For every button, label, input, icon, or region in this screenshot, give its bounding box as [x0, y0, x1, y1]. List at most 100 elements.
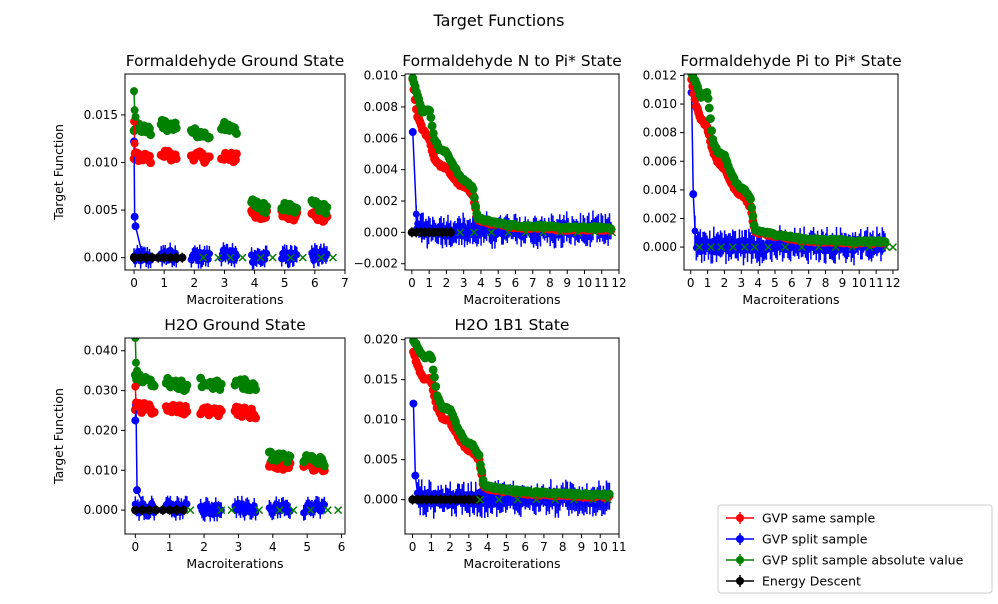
x-marker — [532, 495, 541, 504]
point-same — [145, 151, 154, 161]
point-abs — [604, 489, 614, 499]
point-abs — [427, 354, 437, 364]
point-abs — [703, 94, 713, 103]
point-abs — [130, 87, 139, 96]
x-marker — [588, 495, 597, 504]
plot-area — [687, 74, 897, 266]
point-split — [409, 399, 418, 408]
panel-title: H2O 1B1 State — [455, 316, 570, 334]
legend-label: GVP split sample absolute value — [762, 553, 964, 568]
y-tick-label: 0.010 — [84, 463, 118, 477]
y-tick-label: 0.020 — [84, 423, 118, 437]
legend-entry: GVP split sample absolute value — [726, 553, 964, 568]
x-tick-label: 0 — [409, 540, 417, 554]
x-tick-label: 12 — [611, 276, 626, 290]
point-abs — [319, 461, 329, 471]
point-abs — [232, 129, 241, 138]
x-marker — [717, 243, 726, 252]
x-marker — [608, 228, 617, 237]
x-marker — [255, 506, 264, 515]
x-marker — [323, 506, 332, 515]
point-same — [131, 148, 140, 157]
x-marker — [590, 228, 599, 237]
point-same — [216, 406, 226, 416]
x-tick-label: 5 — [771, 276, 779, 290]
panel-title: Formaldehyde N to Pi* State — [402, 52, 622, 70]
x-marker — [268, 253, 277, 262]
point-energy — [135, 253, 145, 262]
point-split — [133, 486, 142, 495]
point-abs — [747, 203, 757, 213]
point-abs — [748, 211, 758, 221]
figure-suptitle: Target Functions — [433, 11, 565, 30]
x-tick-label: 6 — [521, 540, 529, 554]
x-tick-label: 8 — [559, 540, 567, 554]
y-tick-label: 0.005 — [84, 203, 118, 217]
x-marker — [603, 495, 612, 504]
point-abs — [285, 452, 295, 461]
y-tick-label: 0.002 — [643, 211, 677, 225]
x-marker — [539, 228, 548, 237]
point-energy — [172, 253, 181, 262]
x-tick-label: 3 — [737, 276, 745, 290]
x-tick-label: 4 — [251, 276, 259, 290]
x-tick-label: 7 — [529, 276, 537, 290]
x-marker — [298, 253, 307, 262]
x-axis-label: Macroiterations — [463, 556, 560, 571]
point-abs — [130, 106, 139, 115]
x-tick-label: 9 — [839, 276, 847, 290]
legend-label: Energy Descent — [762, 574, 861, 589]
x-marker — [888, 243, 897, 252]
point-energy — [159, 253, 169, 262]
y-tick-label: 0.006 — [643, 154, 677, 168]
y-tick-label: 0.000 — [84, 503, 118, 517]
y-axis-label: Target Function — [51, 124, 66, 221]
x-tick-label: 1 — [704, 276, 712, 290]
y-tick-label: 0.000 — [643, 240, 677, 254]
x-marker — [476, 495, 485, 504]
point-split — [320, 501, 328, 509]
point-split — [232, 252, 241, 260]
point-energy — [446, 228, 455, 237]
legend: GVP same sample GVP split sample GVP split… — [717, 504, 993, 594]
point-split — [411, 471, 420, 480]
x-tick-label: 11 — [868, 276, 883, 290]
point-abs — [474, 450, 484, 460]
x-marker — [306, 506, 315, 515]
axes-frame — [404, 337, 620, 535]
point-same — [146, 158, 156, 168]
y-axis-label: Target Function — [51, 388, 66, 485]
point-abs — [706, 114, 715, 123]
point-split — [691, 227, 699, 235]
panel-3: 0 1 2 3 4 5 6 7 8 9 10 11 120.0000.0020.0040.0060.00… — [643, 52, 902, 307]
y-tick-label: 0.000 — [364, 493, 398, 507]
x-marker — [551, 495, 560, 504]
point-abs — [182, 380, 192, 390]
point-split — [131, 222, 140, 231]
y-tick-label: 0.010 — [84, 155, 118, 169]
x-marker — [456, 228, 465, 237]
x-tick-label: 10 — [593, 540, 608, 554]
point-abs — [477, 466, 487, 476]
x-tick-label: 5 — [281, 276, 289, 290]
axes-frame — [683, 73, 899, 271]
y-tick-label: 0.010 — [643, 97, 677, 111]
point-split — [323, 250, 331, 258]
x-marker — [797, 243, 806, 252]
point-energy — [179, 505, 188, 515]
axes-frame — [124, 337, 346, 535]
point-abs — [746, 194, 755, 204]
x-marker — [814, 243, 823, 252]
x-tick-label: 6 — [338, 540, 346, 554]
point-energy — [153, 253, 163, 262]
plot-area — [129, 87, 337, 270]
y-tick-label: 0.000 — [364, 225, 398, 239]
x-tick-label: 4 — [484, 540, 492, 554]
x-marker — [750, 243, 759, 252]
point-same — [182, 407, 192, 416]
y-tick-label: 0.008 — [364, 100, 398, 114]
y-tick-label: 0.006 — [364, 131, 398, 145]
x-tick-label: 2 — [190, 276, 198, 290]
point-same — [232, 149, 241, 159]
point-same — [171, 154, 181, 164]
